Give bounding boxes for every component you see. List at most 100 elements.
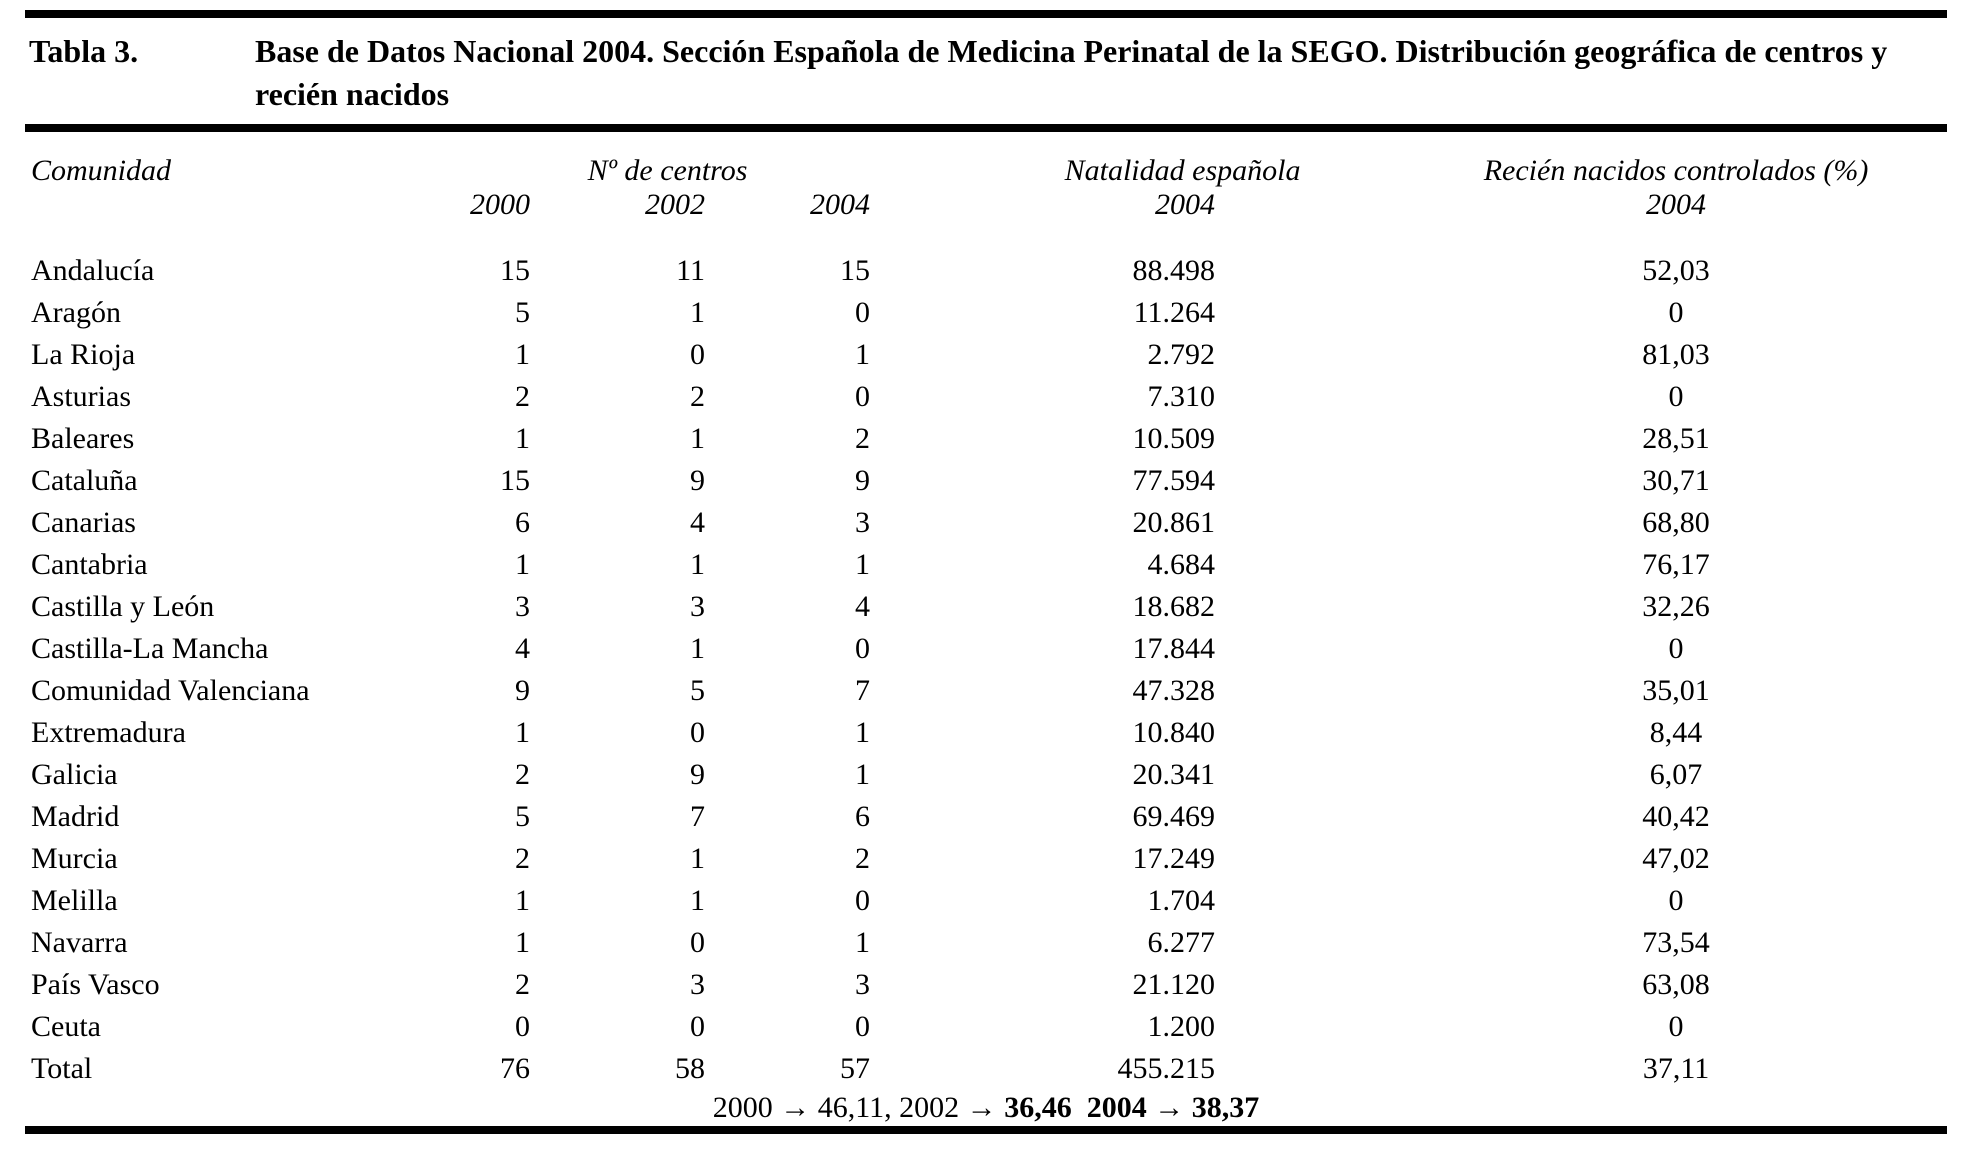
cell-centros-2004: 6 (855, 800, 871, 833)
table-row: Andalucía 15 11 15 88.498 52,03 (25, 250, 1947, 292)
table-row: Murcia 2 1 2 17.249 47,02 (25, 838, 1947, 880)
cell-centros-2004: 3 (855, 968, 871, 1001)
table-row: País Vasco 2 3 3 21.120 63,08 (25, 964, 1947, 1006)
col-header-centros-group: Nº de centros (587, 154, 748, 187)
table-body: Andalucía 15 11 15 88.498 52,03 Aragón 5… (25, 250, 1947, 1090)
cell-centros-2004: 57 (840, 1052, 871, 1085)
cell-centros-2002: 0 (690, 1010, 705, 1043)
cell-centros-2002: 3 (690, 590, 705, 623)
table-row: Cataluña 15 9 9 77.594 30,71 (25, 460, 1947, 502)
table-row: Total 76 58 57 455.215 37,11 (25, 1048, 1947, 1090)
bottom-rule (25, 1126, 1947, 1134)
cell-centros-2004: 1 (855, 716, 871, 749)
table-row: Madrid 5 7 6 69.469 40,42 (25, 796, 1947, 838)
table-row: Navarra 1 0 1 6.277 73,54 (25, 922, 1947, 964)
cell-centros-2000: 0 (515, 1010, 530, 1043)
cell-centros-2002: 1 (690, 842, 705, 875)
cell-comunidad: Comunidad Valenciana (31, 674, 310, 707)
cell-centros-2004: 1 (855, 926, 871, 959)
col-header-year-2002: 2002 (645, 188, 705, 221)
cell-comunidad: País Vasco (31, 968, 160, 1001)
cell-natalidad: 7.310 (1147, 380, 1216, 413)
cell-centros-2004: 3 (855, 506, 871, 539)
col-header-year-2000: 2000 (470, 188, 530, 221)
table-header: Comunidad Nº de centros Natalidad españo… (25, 132, 1947, 250)
table-row: Melilla 1 1 0 1.704 0 (25, 880, 1947, 922)
table-row: Cantabria 1 1 1 4.684 76,17 (25, 544, 1947, 586)
cell-controlados-pct: 81,03 (1642, 338, 1710, 371)
cell-centros-2000: 1 (515, 338, 530, 371)
cell-controlados-pct: 0 (1668, 632, 1684, 665)
cell-centros-2002: 11 (676, 254, 705, 287)
cell-centros-2000: 4 (515, 632, 530, 665)
cell-centros-2002: 0 (690, 338, 705, 371)
cell-controlados-pct: 35,01 (1642, 674, 1710, 707)
cell-natalidad: 1.200 (1147, 1010, 1216, 1043)
cell-controlados-pct: 28,51 (1642, 422, 1710, 455)
cell-controlados-pct: 63,08 (1642, 968, 1710, 1001)
table-number-label: Tabla 3. (29, 33, 139, 69)
cell-controlados-pct: 73,54 (1642, 926, 1710, 959)
coverage-summary-line: 2000 → 46,11, 2002 → 36,46 2004 → 38,37 (25, 1090, 1947, 1126)
cell-centros-2000: 15 (500, 464, 530, 497)
cell-centros-2002: 2 (690, 380, 705, 413)
cell-centros-2004: 1 (855, 548, 871, 581)
cell-centros-2000: 1 (515, 548, 530, 581)
table-row: Ceuta 0 0 0 1.200 0 (25, 1006, 1947, 1048)
cell-comunidad: Cantabria (31, 548, 148, 581)
cell-comunidad: Navarra (31, 926, 128, 959)
cell-comunidad: Baleares (31, 422, 135, 455)
coverage-summary-bold: 36,46 2004 → 38,37 (1004, 1091, 1260, 1124)
cell-comunidad: Canarias (31, 506, 136, 539)
cell-centros-2000: 15 (500, 254, 530, 287)
cell-centros-2000: 76 (500, 1052, 530, 1085)
table-row: Asturias 2 2 0 7.310 0 (25, 376, 1947, 418)
header-row-groups: Comunidad Nº de centros Natalidad españo… (25, 132, 1947, 188)
cell-comunidad: Galicia (31, 758, 118, 791)
table-row: Galicia 2 9 1 20.341 6,07 (25, 754, 1947, 796)
cell-centros-2004: 7 (855, 674, 871, 707)
col-header-controlados: Recién nacidos controlados (%) (1483, 154, 1869, 187)
cell-controlados-pct: 0 (1668, 296, 1684, 329)
cell-natalidad: 69.469 (1132, 800, 1216, 833)
cell-controlados-pct: 0 (1668, 380, 1684, 413)
table-row: La Rioja 1 0 1 2.792 81,03 (25, 334, 1947, 376)
cell-controlados-pct: 76,17 (1642, 548, 1710, 581)
cell-natalidad: 6.277 (1147, 926, 1216, 959)
cell-centros-2002: 1 (690, 884, 705, 917)
cell-centros-2004: 1 (855, 338, 871, 371)
cell-centros-2004: 0 (855, 632, 871, 665)
cell-centros-2000: 5 (515, 296, 530, 329)
col-header-empty (25, 188, 355, 250)
cell-natalidad: 21.120 (1132, 968, 1216, 1001)
cell-natalidad: 88.498 (1132, 254, 1216, 287)
cell-comunidad: La Rioja (31, 338, 136, 371)
table-row: Extremadura 1 0 1 10.840 8,44 (25, 712, 1947, 754)
cell-centros-2004: 0 (855, 380, 871, 413)
cell-natalidad: 11.264 (1133, 296, 1216, 329)
cell-centros-2002: 4 (690, 506, 705, 539)
table-row: Canarias 6 4 3 20.861 68,80 (25, 502, 1947, 544)
cell-controlados-pct: 40,42 (1642, 800, 1710, 833)
cell-centros-2000: 2 (515, 842, 530, 875)
cell-natalidad: 10.509 (1132, 422, 1216, 455)
cell-controlados-pct: 32,26 (1642, 590, 1710, 623)
cell-natalidad: 20.861 (1132, 506, 1216, 539)
cell-centros-2000: 1 (515, 926, 530, 959)
table-caption: Tabla 3. Base de Datos Nacional 2004. Se… (25, 18, 1947, 124)
cell-comunidad: Asturias (31, 380, 131, 413)
table-row: Castilla y León 3 3 4 18.682 32,26 (25, 586, 1947, 628)
col-header-natalidad: Natalidad española (1064, 154, 1301, 187)
cell-centros-2004: 15 (840, 254, 871, 287)
cell-centros-2002: 0 (690, 926, 705, 959)
cell-centros-2002: 58 (675, 1052, 705, 1085)
cell-comunidad: Madrid (31, 800, 120, 833)
cell-centros-2002: 5 (690, 674, 705, 707)
cell-centros-2000: 1 (515, 422, 530, 455)
cell-comunidad: Extremadura (31, 716, 186, 749)
col-header-comunidad: Comunidad (31, 154, 172, 187)
cell-centros-2002: 9 (690, 758, 705, 791)
cell-comunidad: Castilla-La Mancha (31, 632, 269, 665)
table-row: Aragón 5 1 0 11.264 0 (25, 292, 1947, 334)
cell-natalidad: 17.844 (1132, 632, 1216, 665)
